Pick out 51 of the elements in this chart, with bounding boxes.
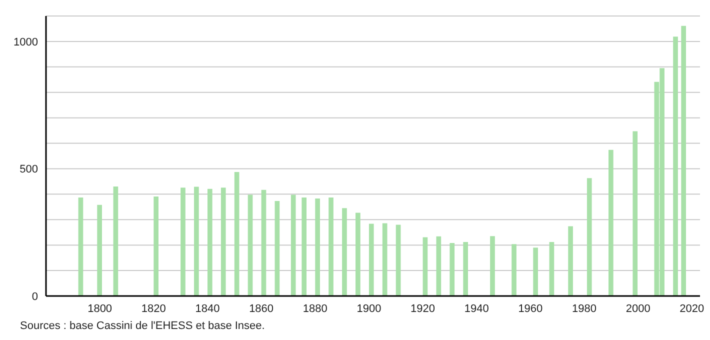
bar bbox=[113, 186, 118, 296]
bar bbox=[274, 201, 280, 296]
x-tick-label: 1920 bbox=[410, 302, 436, 315]
x-tick-label: 1980 bbox=[572, 302, 597, 315]
x-tick-label: 1900 bbox=[356, 302, 382, 315]
bar bbox=[302, 197, 307, 296]
y-tick-label: 1000 bbox=[14, 36, 38, 48]
bar bbox=[681, 26, 686, 296]
bar bbox=[154, 196, 158, 296]
bar bbox=[342, 208, 347, 296]
bar bbox=[673, 36, 678, 296]
bar bbox=[315, 198, 320, 296]
bar bbox=[356, 212, 360, 296]
x-tick-label: 1800 bbox=[88, 302, 112, 315]
bar bbox=[328, 197, 334, 296]
bar bbox=[248, 194, 253, 296]
bar bbox=[207, 188, 212, 296]
bar bbox=[261, 190, 266, 296]
bar bbox=[632, 131, 638, 296]
bar bbox=[512, 244, 516, 296]
bar bbox=[290, 194, 296, 296]
x-tick-label: 1940 bbox=[464, 302, 489, 315]
bar bbox=[608, 150, 614, 296]
bar bbox=[368, 224, 374, 296]
bar bbox=[78, 197, 84, 296]
x-tick-label: 1880 bbox=[302, 302, 328, 315]
bar bbox=[533, 248, 538, 296]
bar bbox=[180, 188, 186, 296]
x-tick-label: 1860 bbox=[249, 302, 274, 315]
bar bbox=[194, 186, 199, 296]
bar bbox=[234, 172, 240, 296]
bar bbox=[586, 178, 592, 296]
x-tick-label: 2000 bbox=[626, 302, 650, 315]
bar bbox=[549, 242, 554, 296]
bar bbox=[396, 224, 401, 296]
x-tick-label: 1820 bbox=[141, 302, 166, 315]
x-tick-label: 2020 bbox=[680, 302, 704, 315]
y-tick-label: 0 bbox=[32, 290, 38, 303]
x-tick-label: 1960 bbox=[518, 302, 543, 315]
x-tick-label: 1840 bbox=[195, 302, 220, 315]
bar bbox=[220, 188, 226, 296]
bar bbox=[463, 242, 468, 296]
bar bbox=[436, 236, 442, 296]
source-note: Sources : base Cassini de l'EHESS et base Insee. bbox=[20, 320, 266, 332]
y-tick-label: 500 bbox=[20, 164, 38, 176]
bar bbox=[422, 237, 428, 296]
bar bbox=[568, 226, 573, 296]
bar bbox=[97, 204, 102, 296]
bar bbox=[382, 223, 388, 296]
bar bbox=[490, 236, 495, 296]
bar bbox=[450, 243, 455, 296]
